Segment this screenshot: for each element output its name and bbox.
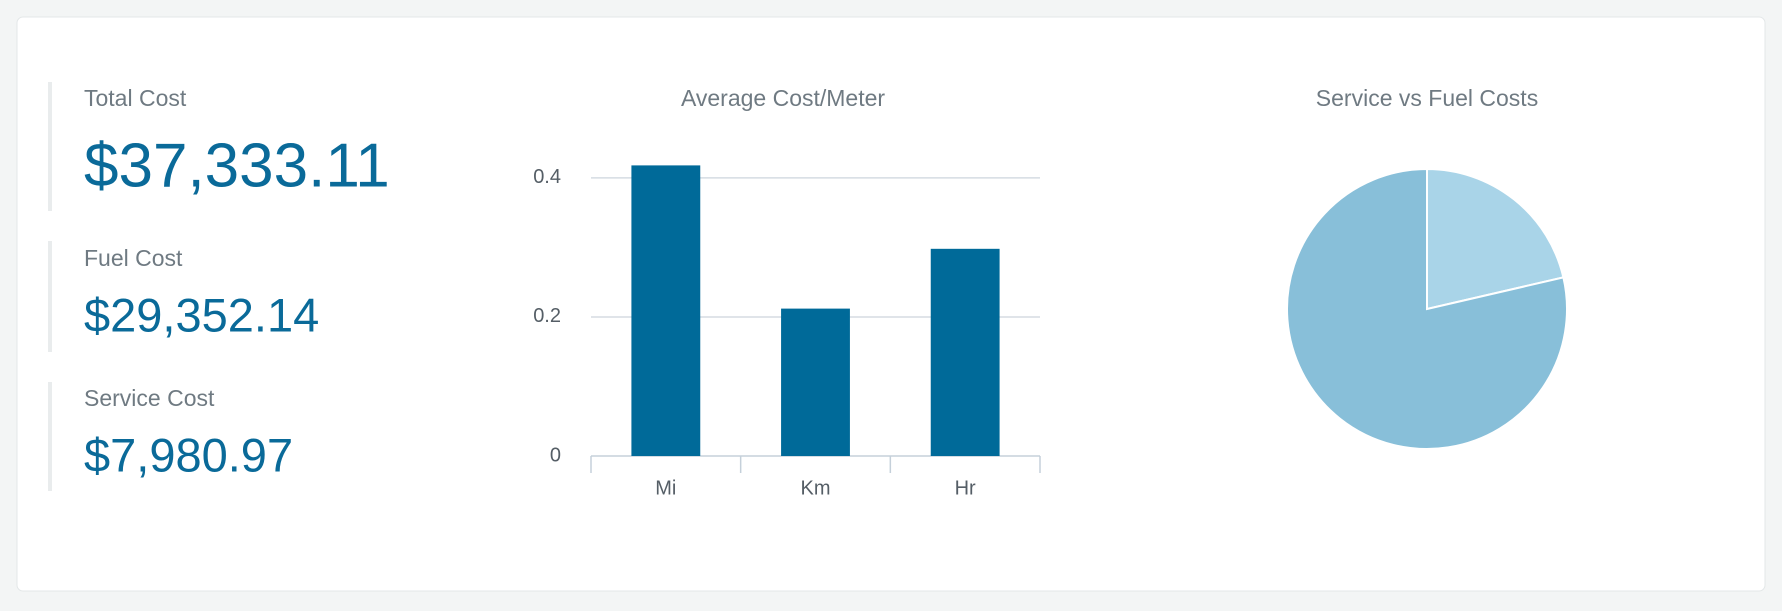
bar [631,165,701,456]
bar [930,248,1000,456]
pie-slice [1426,167,1565,311]
y-tick-label: 0.4 [533,166,561,188]
kpi-label: Fuel Cost [84,245,183,271]
y-tick-label: 0 [550,444,561,466]
kpi-accent [48,82,52,211]
y-tick-label: 0.2 [533,305,561,327]
card [16,16,1766,592]
bar [781,308,850,456]
x-tick-label: Km [801,477,831,499]
kpi-label: Total Cost [84,85,187,111]
kpi-accent [48,241,52,352]
kpi-label: Service Cost [84,385,215,411]
kpi-value: $7,980.97 [84,428,293,481]
kpi-value: $29,352.14 [84,288,319,341]
chart-title: Average Cost/Meter [681,85,885,111]
kpi-accent [48,382,52,491]
x-tick-label: Hr [955,477,976,499]
pie-slice [1286,167,1568,450]
kpi-value: $37,333.11 [84,131,390,200]
x-tick-label: Mi [655,477,676,499]
chart-title: Service vs Fuel Costs [1316,85,1538,111]
